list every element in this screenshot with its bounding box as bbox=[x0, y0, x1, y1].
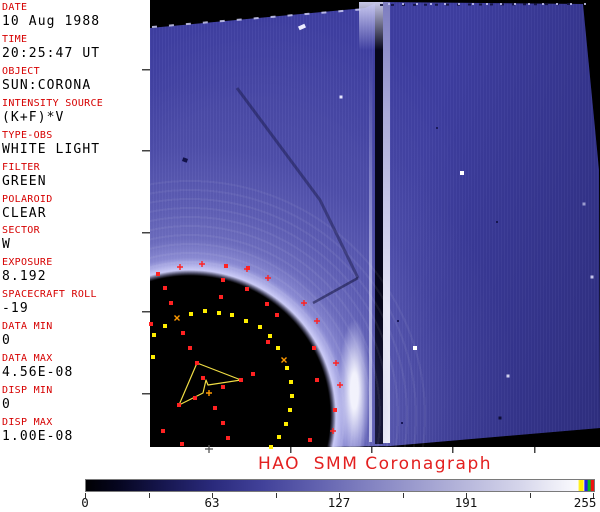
pylon-shadow-band bbox=[375, 2, 383, 444]
metadata-panel: DATE 10 Aug 1988 TIME 20:25:47 UT OBJECT SUN:… bbox=[0, 0, 150, 447]
field-label: FILTER bbox=[2, 161, 40, 173]
field-label: DATA MAX bbox=[2, 353, 53, 365]
colorbar-tick-label: 63 bbox=[204, 495, 220, 510]
colorbar-tick bbox=[148, 493, 150, 498]
field-value: 20:25:47 UT bbox=[2, 45, 101, 61]
field-value: SUN:CORONA bbox=[2, 77, 92, 93]
colorbar-tick bbox=[529, 493, 531, 498]
field-value: 0 bbox=[2, 333, 11, 349]
colorbar-tick-label: 255 bbox=[573, 495, 597, 510]
metadata-field: DISP MIN 0 bbox=[0, 383, 150, 415]
field-label: DATA MIN bbox=[2, 321, 53, 333]
field-value: 1.00E-08 bbox=[2, 428, 74, 444]
colorbar-tick bbox=[85, 493, 86, 498]
colorbar-tick bbox=[466, 493, 467, 498]
metadata-field: SPACECRAFT ROLL -19 bbox=[0, 287, 150, 319]
colorbar-tick bbox=[212, 493, 213, 498]
field-label: DISP MAX bbox=[2, 416, 53, 428]
metadata-field: DATA MIN 0 bbox=[0, 319, 150, 351]
metadata-field: TYPE-OBS WHITE LIGHT bbox=[0, 128, 150, 160]
colorbar-tick bbox=[339, 493, 340, 498]
field-value: (K+F)*V bbox=[2, 109, 65, 125]
metadata-field: FILTER GREEN bbox=[0, 160, 150, 192]
pylon-edge-line bbox=[369, 50, 372, 442]
bottom-axis-tick bbox=[290, 447, 292, 453]
metadata-field: INTENSITY SOURCE (K+F)*V bbox=[0, 96, 150, 128]
pylon-top-glint bbox=[359, 2, 383, 50]
field-value: -19 bbox=[2, 301, 29, 317]
field-value: W bbox=[2, 237, 11, 253]
caption-title: HAO SMM Coronagraph bbox=[257, 454, 493, 474]
colorbar-tick-label: 0 bbox=[81, 495, 89, 510]
bottom-axis-tick bbox=[452, 447, 454, 453]
bottom-axis-tick bbox=[534, 447, 536, 453]
field-value: WHITE LIGHT bbox=[2, 141, 101, 157]
field-label: OBJECT bbox=[2, 65, 40, 77]
colorbar-tick-label: 191 bbox=[454, 495, 478, 510]
field-value: 10 Aug 1988 bbox=[2, 14, 101, 29]
colorbar-tick-label: 127 bbox=[327, 495, 351, 510]
metadata-field: POLAROID CLEAR bbox=[0, 192, 150, 224]
field-value: 0 bbox=[2, 397, 11, 413]
metadata-field: OBJECT SUN:CORONA bbox=[0, 64, 150, 96]
field-label: DISP MIN bbox=[2, 385, 53, 397]
field-label: SECTOR bbox=[2, 225, 40, 237]
field-value: 8.192 bbox=[2, 269, 47, 285]
coronagraph-image bbox=[150, 0, 600, 447]
bottom-axis-tick bbox=[371, 447, 373, 453]
metadata-field: EXPOSURE 8.192 bbox=[0, 255, 150, 287]
metadata-field: DATA MAX 4.56E-08 bbox=[0, 351, 150, 383]
metadata-field: TIME 20:25:47 UT bbox=[0, 32, 150, 64]
pylon-bright-band bbox=[383, 2, 390, 443]
intensity-colorbar bbox=[85, 479, 595, 492]
metadata-field: DISP MAX 1.00E-08 bbox=[0, 415, 150, 447]
scattered-light bbox=[340, 298, 376, 447]
field-value: 4.56E-08 bbox=[2, 365, 74, 381]
field-label: INTENSITY SOURCE bbox=[2, 97, 104, 109]
field-value: CLEAR bbox=[2, 205, 47, 221]
field-label: EXPOSURE bbox=[2, 257, 53, 269]
colorbar-tick bbox=[593, 493, 594, 498]
colorbar-tick bbox=[402, 493, 404, 498]
field-value: GREEN bbox=[2, 173, 47, 189]
field-label: DATE bbox=[2, 2, 28, 13]
field-label: POLAROID bbox=[2, 193, 53, 205]
colorbar-tick bbox=[275, 493, 277, 498]
field-label: SPACECRAFT ROLL bbox=[2, 289, 97, 301]
metadata-field: DATE 10 Aug 1988 bbox=[0, 0, 150, 32]
metadata-field: SECTOR W bbox=[0, 223, 150, 255]
field-label: TIME bbox=[2, 33, 28, 45]
field-label: TYPE-OBS bbox=[2, 129, 53, 141]
